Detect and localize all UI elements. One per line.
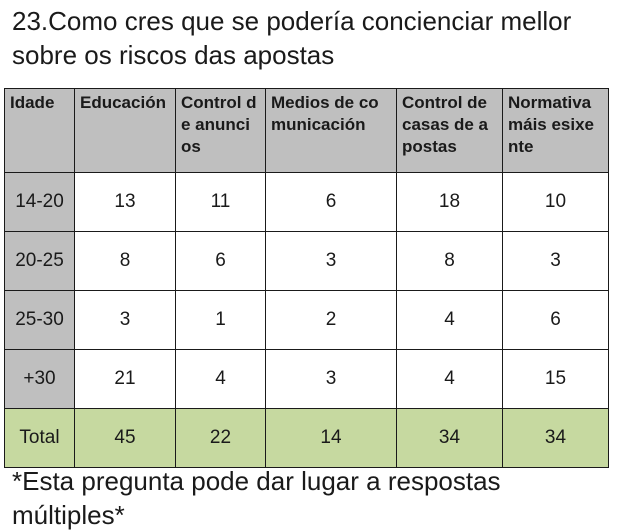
total-cell: 22: [175, 408, 266, 468]
header-normativa: Normativa máis esixente: [502, 88, 609, 173]
value-cell: 4: [396, 290, 503, 350]
value-cell: 8: [396, 231, 503, 291]
value-cell: 18: [396, 172, 503, 232]
value-cell: 3: [74, 290, 176, 350]
value-cell: 6: [502, 290, 609, 350]
age-cell: 25-30: [4, 290, 75, 350]
header-medios-comunicacion: Medios de comunicación: [265, 88, 397, 173]
value-cell: 10: [502, 172, 609, 232]
total-cell: 34: [502, 408, 609, 468]
value-cell: 4: [175, 349, 266, 409]
table-row: +30 21 4 3 4 15: [4, 349, 609, 409]
table-row: 20-25 8 6 3 8 3: [4, 231, 609, 291]
total-cell: 45: [74, 408, 176, 468]
value-cell: 4: [396, 349, 503, 409]
value-cell: 2: [265, 290, 397, 350]
header-idade: Idade: [4, 88, 75, 173]
value-cell: 11: [175, 172, 266, 232]
header-educacion: Educación: [74, 88, 176, 173]
header-control-casas-apostas: Control de casas de apostas: [396, 88, 503, 173]
total-label: Total: [4, 408, 75, 468]
total-cell: 34: [396, 408, 503, 468]
footnote: *Esta pregunta pode dar lugar a resposta…: [12, 466, 501, 530]
value-cell: 6: [175, 231, 266, 291]
value-cell: 13: [74, 172, 176, 232]
value-cell: 6: [265, 172, 397, 232]
table-row: 14-20 13 11 6 18 10: [4, 172, 609, 232]
value-cell: 15: [502, 349, 609, 409]
age-cell: 14-20: [4, 172, 75, 232]
value-cell: 3: [265, 349, 397, 409]
age-cell: 20-25: [4, 231, 75, 291]
value-cell: 1: [175, 290, 266, 350]
header-row: Idade Educación Control de anuncios Medi…: [4, 88, 609, 173]
value-cell: 21: [74, 349, 176, 409]
table-row: 25-30 3 1 2 4 6: [4, 290, 609, 350]
value-cell: 3: [265, 231, 397, 291]
total-cell: 14: [265, 408, 397, 468]
age-cell: +30: [4, 349, 75, 409]
header-control-anuncios: Control de anuncios: [175, 88, 266, 173]
value-cell: 8: [74, 231, 176, 291]
question-title: 23.Como cres que se podería concienciar …: [12, 6, 572, 70]
value-cell: 3: [502, 231, 609, 291]
total-row: Total 45 22 14 34 34: [4, 408, 609, 468]
survey-table: Idade Educación Control de anuncios Medi…: [4, 88, 609, 468]
